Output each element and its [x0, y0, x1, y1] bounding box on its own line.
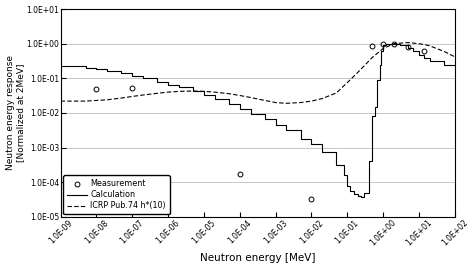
- Line: Measurement: Measurement: [94, 41, 427, 202]
- ICRP Pub.74 h*(10): [262, 99, 267, 102]
- Calculation: [284, 129, 289, 132]
- Calculation: [377, 63, 382, 66]
- Y-axis label: Neutron energy response
[Normalized at 2MeV]: Neutron energy response [Normalized at 2…: [6, 55, 25, 171]
- ICRP Pub.74 h*(10): [176, 90, 182, 93]
- Calculation: [212, 97, 218, 100]
- Calculation: [397, 43, 403, 47]
- ICRP Pub.74 h*(10): [284, 102, 289, 105]
- ICRP Pub.74 h*(10): [247, 96, 253, 99]
- ICRP Pub.74 h*(10): [309, 100, 314, 103]
- Measurement: [129, 87, 135, 90]
- Calculation: [309, 143, 314, 146]
- ICRP Pub.74 h*(10): [391, 42, 397, 45]
- ICRP Pub.74 h*(10): [416, 42, 422, 45]
- ICRP Pub.74 h*(10): [104, 98, 110, 101]
- Measurement: [391, 42, 397, 45]
- Measurement: [380, 42, 386, 45]
- Calculation: [355, 194, 361, 198]
- ICRP Pub.74 h*(10): [319, 97, 325, 100]
- Calculation: [68, 65, 74, 68]
- Calculation: [273, 123, 278, 127]
- ICRP Pub.74 h*(10): [333, 91, 339, 94]
- ICRP Pub.74 h*(10): [119, 96, 124, 100]
- Calculation: [351, 193, 356, 196]
- Calculation: [344, 184, 350, 187]
- ICRP Pub.74 h*(10): [380, 47, 386, 50]
- ICRP Pub.74 h*(10): [344, 81, 350, 84]
- Calculation: [298, 137, 304, 140]
- Calculation: [416, 53, 422, 56]
- ICRP Pub.74 h*(10): [421, 43, 427, 46]
- Calculation: [359, 195, 364, 199]
- Calculation: [176, 86, 182, 89]
- Calculation: [380, 43, 386, 46]
- Calculation: [361, 191, 367, 194]
- Calculation: [379, 50, 384, 53]
- Calculation: [383, 42, 389, 45]
- Measurement: [94, 88, 99, 91]
- ICRP Pub.74 h*(10): [427, 44, 433, 47]
- Legend: Measurement, Calculation, ICRP Pub.74 h*(10): Measurement, Calculation, ICRP Pub.74 h*…: [63, 175, 170, 214]
- Calculation: [140, 77, 146, 80]
- ICRP Pub.74 h*(10): [154, 92, 160, 95]
- Calculation: [58, 64, 64, 68]
- Calculation: [94, 68, 99, 71]
- Measurement: [370, 45, 375, 48]
- Calculation: [370, 115, 375, 118]
- ICRP Pub.74 h*(10): [298, 101, 304, 104]
- Measurement: [405, 45, 411, 48]
- Calculation: [375, 78, 380, 82]
- Calculation: [154, 80, 160, 83]
- Calculation: [165, 83, 171, 86]
- Calculation: [421, 57, 427, 60]
- ICRP Pub.74 h*(10): [201, 90, 207, 93]
- ICRP Pub.74 h*(10): [441, 50, 447, 53]
- Calculation: [83, 66, 88, 69]
- ICRP Pub.74 h*(10): [140, 93, 146, 97]
- Calculation: [452, 65, 457, 68]
- Calculation: [247, 112, 253, 115]
- Line: ICRP Pub.74 h*(10): ICRP Pub.74 h*(10): [61, 43, 455, 103]
- ICRP Pub.74 h*(10): [237, 94, 243, 97]
- Calculation: [391, 42, 397, 45]
- Calculation: [405, 47, 411, 50]
- ICRP Pub.74 h*(10): [165, 90, 171, 94]
- Calculation: [347, 190, 353, 193]
- Calculation: [372, 105, 378, 108]
- Calculation: [129, 75, 135, 78]
- Calculation: [333, 163, 339, 166]
- Calculation: [341, 174, 347, 177]
- Calculation: [387, 42, 392, 45]
- Calculation: [237, 107, 243, 111]
- Calculation: [226, 102, 232, 106]
- ICRP Pub.74 h*(10): [226, 92, 232, 95]
- ICRP Pub.74 h*(10): [370, 56, 375, 59]
- Line: Calculation: Calculation: [61, 44, 455, 197]
- Calculation: [410, 50, 416, 53]
- ICRP Pub.74 h*(10): [405, 41, 411, 44]
- Measurement: [421, 50, 427, 53]
- ICRP Pub.74 h*(10): [355, 71, 361, 74]
- Calculation: [190, 90, 196, 93]
- Calculation: [201, 93, 207, 97]
- Measurement: [237, 173, 243, 176]
- ICRP Pub.74 h*(10): [129, 95, 135, 98]
- Calculation: [119, 72, 124, 75]
- ICRP Pub.74 h*(10): [58, 100, 64, 103]
- ICRP Pub.74 h*(10): [190, 89, 196, 93]
- ICRP Pub.74 h*(10): [273, 101, 278, 104]
- ICRP Pub.74 h*(10): [452, 55, 457, 58]
- ICRP Pub.74 h*(10): [94, 99, 99, 102]
- ICRP Pub.74 h*(10): [83, 100, 88, 103]
- Calculation: [262, 118, 267, 121]
- ICRP Pub.74 h*(10): [212, 90, 218, 94]
- Calculation: [441, 63, 447, 66]
- Calculation: [427, 59, 433, 62]
- Calculation: [104, 69, 110, 72]
- Calculation: [319, 150, 325, 154]
- X-axis label: Neutron energy [MeV]: Neutron energy [MeV]: [200, 253, 315, 263]
- Measurement: [309, 198, 314, 201]
- Calculation: [366, 160, 371, 163]
